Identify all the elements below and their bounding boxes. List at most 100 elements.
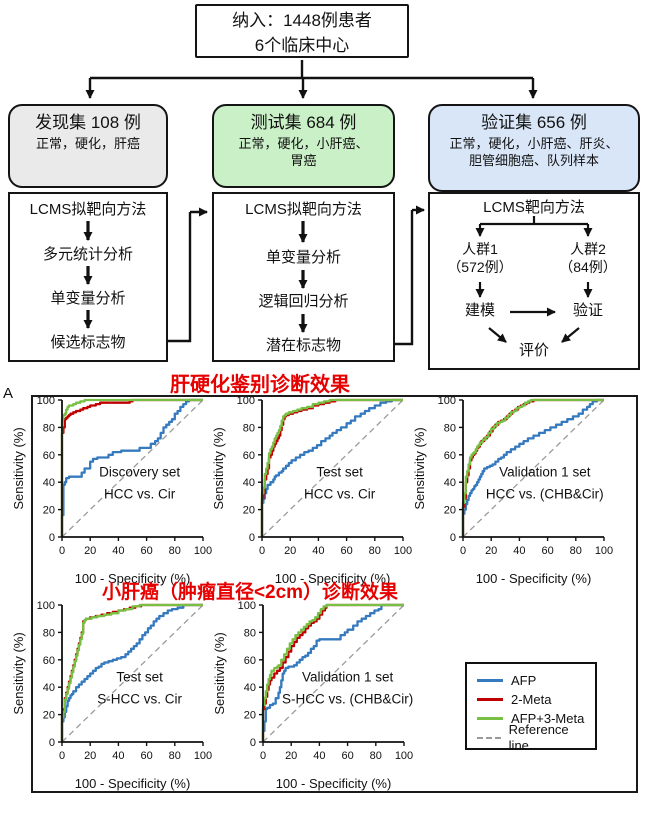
svg-text:40: 40 [513,545,525,557]
process-step: 潜在标志物 [265,337,341,354]
svg-text:60: 60 [43,655,55,667]
svg-text:60: 60 [244,655,256,667]
cohort2-count: （84例） [559,259,617,275]
roc-panel-border [31,395,638,793]
svg-text:100: 100 [194,545,212,557]
svg-text:60: 60 [444,450,456,462]
section2-heading: 小肝癌（肿瘤直径<2cm）诊断效果 [101,582,399,603]
process-step: 单变量分析 [265,249,341,266]
process-step: 单变量分析 [50,290,126,307]
svg-text:100 - Specificity (%): 100 - Specificity (%) [276,776,392,791]
svg-text:100: 100 [194,750,212,762]
svg-text:0: 0 [49,737,55,749]
svg-text:0: 0 [260,750,266,762]
svg-text:100: 100 [438,395,456,407]
svg-text:20: 20 [243,505,255,517]
svg-text:Validation 1 set: Validation 1 set [302,670,394,685]
enrollment-line2: 6个临床中心 [254,36,350,55]
validation-set-title: 验证集 656 例 [481,113,587,132]
svg-text:0: 0 [250,737,256,749]
svg-text:80: 80 [369,545,381,557]
test-set-desc-line1: 正常，硬化，小肝癌、 [238,136,369,151]
svg-text:80: 80 [570,545,582,557]
process-step: 多元统计分析 [42,246,133,263]
svg-text:60: 60 [340,545,352,557]
legend-label: AFP [511,672,537,688]
svg-text:S-HCC vs. (CHB&Cir): S-HCC vs. (CHB&Cir) [282,692,413,707]
svg-text:80: 80 [43,422,55,434]
discovery-set-desc: 正常，硬化，肝癌 [35,136,140,151]
svg-text:80: 80 [244,627,256,639]
modeling-label: 建模 [464,302,495,319]
validation-set-desc-line2: 胆管细胞癌、队列样本 [468,153,599,168]
svg-text:Discovery set: Discovery set [99,465,180,480]
discovery-set-title: 发现集 108 例 [35,113,141,132]
test-set-title: 测试集 684 例 [250,113,357,132]
discovery-set-box: 发现集 108 例 正常，硬化，肝癌 [8,104,168,188]
discovery-process-box: LCMS拟靶向方法 多元统计分析 单变量分析 候选标志物 [8,192,168,362]
svg-text:60: 60 [43,450,55,462]
svg-text:40: 40 [312,545,324,557]
svg-text:40: 40 [243,477,255,489]
legend-item-afp: AFP [477,671,585,690]
svg-text:0: 0 [249,532,255,544]
svg-text:20: 20 [84,750,96,762]
cohort1-label: 人群1 [462,241,498,257]
two-meta-line-sample [477,698,503,701]
svg-text:Test set: Test set [316,465,363,480]
legend-label: AFP+3-Meta [511,710,585,726]
svg-text:100: 100 [238,600,256,612]
roc-plot-validation1-hcc-chbcir: 0 20 40 60 80 100 0 20 40 60 80 100 100 - Specificit… [409,392,614,588]
process-step: 候选标志物 [50,334,126,351]
svg-text:60: 60 [341,750,353,762]
enrollment-line1: 纳入：1448例患者 [232,11,372,30]
validation-set-box: 验证集 656 例 正常，硬化，小肝癌、肝炎、 胆管细胞癌、队列样本 [428,104,640,192]
svg-text:100: 100 [595,545,613,557]
legend-item-2meta: 2-Meta [477,690,585,709]
svg-text:60: 60 [140,545,152,557]
svg-text:0: 0 [460,545,466,557]
svg-text:100: 100 [394,545,412,557]
targeted-method-label: LCMS靶向方法 [483,199,585,216]
validation-set-desc-line1: 正常，硬化，小肝癌、肝炎、 [449,136,619,151]
cohort2-label: 人群2 [570,241,606,257]
legend-label: Reference line [508,721,569,753]
svg-text:100 - Specificity (%): 100 - Specificity (%) [75,571,191,586]
svg-text:20: 20 [444,505,456,517]
svg-text:60: 60 [541,545,553,557]
svg-text:0: 0 [49,532,55,544]
legend-label: 2-Meta [511,691,552,707]
svg-text:100: 100 [37,600,55,612]
svg-text:20: 20 [284,545,296,557]
svg-text:HCC vs. Cir: HCC vs. Cir [104,487,176,502]
evaluation-label: 评价 [518,342,549,359]
svg-text:80: 80 [169,750,181,762]
svg-text:20: 20 [285,750,297,762]
roc-plot-test-shcc-cir: 0 20 40 60 80 100 0 20 40 60 80 100 100 - Specificit… [8,597,213,793]
svg-text:80: 80 [444,422,456,434]
test-process-box: LCMS拟靶向方法 单变量分析 逻辑回归分析 潜在标志物 [212,192,395,362]
process-step: 逻辑回归分析 [258,293,349,310]
svg-text:100 - Specificity (%): 100 - Specificity (%) [476,571,592,586]
svg-text:0: 0 [450,532,456,544]
test-set-desc-line2: 胃癌 [290,153,317,168]
validation-label: 验证 [572,302,603,319]
panel-label: A [3,385,14,402]
svg-text:Validation 1 set: Validation 1 set [499,465,591,480]
afp-line-sample [477,679,503,682]
svg-text:40: 40 [112,750,124,762]
svg-text:80: 80 [243,422,255,434]
svg-text:40: 40 [444,477,456,489]
roc-plot-discovery-hcc-cir: 0 20 40 60 80 100 0 20 40 60 80 100 100 - Specificit… [8,392,213,588]
svg-text:Sensitivity (%): Sensitivity (%) [11,632,26,714]
svg-text:100 - Specificity (%): 100 - Specificity (%) [75,776,191,791]
svg-text:60: 60 [243,450,255,462]
svg-text:100: 100 [395,750,413,762]
svg-text:0: 0 [259,545,265,557]
svg-text:Sensitivity (%): Sensitivity (%) [11,427,26,509]
svg-text:Sensitivity (%): Sensitivity (%) [211,427,226,509]
svg-text:20: 20 [485,545,497,557]
svg-text:Sensitivity (%): Sensitivity (%) [412,427,427,509]
cohort1-count: （572例） [447,259,513,275]
